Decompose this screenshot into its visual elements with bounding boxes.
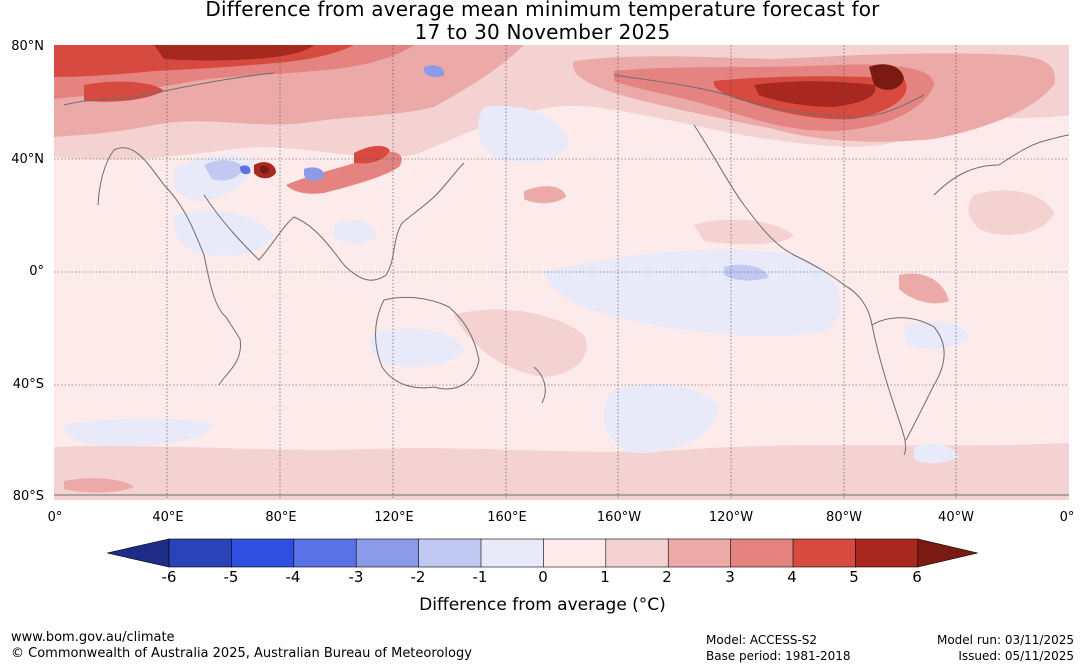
colorbar-label: Difference from average (°C) — [419, 595, 666, 615]
tibet-cool — [304, 167, 325, 181]
siberia-5to6 — [154, 45, 314, 61]
new-zealand-coast — [533, 366, 546, 404]
tibet-6plus — [260, 165, 270, 174]
colorbar-tick-4: 4 — [787, 568, 797, 586]
india-cool — [172, 210, 274, 256]
kamchatka-cool — [424, 65, 445, 78]
colorbar-swatch — [543, 538, 607, 568]
lon-label-80w: 80°W — [826, 510, 862, 525]
lon-label-0-east: 0° — [1059, 510, 1075, 525]
chart-title-line1: Difference from average mean minimum tem… — [205, 0, 880, 21]
australia-coast — [375, 296, 480, 390]
website-link[interactable]: www.bom.gov.au/climate — [11, 630, 175, 645]
north-pacific-warm — [524, 186, 566, 204]
colorbar-tick-neg5: -5 — [223, 568, 239, 586]
colorbar-extend-high — [917, 538, 978, 568]
lon-label-160e: 160°E — [487, 510, 527, 525]
colorbar-tick-6: 6 — [912, 568, 922, 586]
lat-label-0: 0° — [29, 264, 44, 279]
asia-coast — [203, 162, 465, 281]
southern-ocean-band — [54, 443, 1069, 500]
copyright-text: © Commonwealth of Australia 2025, Austra… — [11, 646, 472, 661]
colorbar-swatch — [605, 538, 669, 568]
north-atlantic-coast — [933, 134, 1069, 196]
colorbar-swatch — [667, 538, 732, 568]
lon-label-0-west: 0° — [47, 510, 63, 525]
base-period: Base period: 1981-2018 — [706, 649, 851, 663]
lon-label-160w: 160°W — [596, 510, 642, 525]
colorbar-tick-neg2: -2 — [410, 568, 426, 586]
colorbar-tick-2: 2 — [662, 568, 672, 586]
south-atlantic-cool — [904, 321, 969, 350]
central-asia-cool-2 — [204, 160, 244, 181]
americas-coast — [693, 124, 945, 456]
north-pacific-cool — [478, 105, 569, 163]
colorbar-swatch — [231, 538, 295, 568]
north-atlantic-warm — [968, 190, 1054, 236]
anomaly-fields — [54, 45, 1069, 500]
coastlines — [54, 72, 1069, 496]
colorbar-swatch — [855, 538, 919, 568]
tasman-warm — [454, 309, 587, 377]
colorbar-swatch — [480, 538, 545, 568]
antarctic-patch-2 — [509, 481, 704, 494]
colorbar-tick-0: 0 — [538, 568, 548, 586]
antarctic-warm-patch — [64, 478, 134, 493]
china-3to4 — [286, 151, 402, 194]
colorbar-tick-neg1: -1 — [472, 568, 488, 586]
footer-dates: Model run: 03/11/2025 Issued: 05/11/2025 — [937, 632, 1074, 664]
scandinavia-4to5 — [84, 81, 164, 102]
equatorial-pacific-cool-2 — [724, 264, 769, 281]
lon-label-40w: 40°W — [938, 510, 974, 525]
chart-title-line2: 17 to 30 November 2025 — [414, 20, 671, 44]
colorbar-tick-neg3: -3 — [348, 568, 364, 586]
colorbar-swatch — [168, 538, 233, 568]
colorbar-swatch — [293, 538, 357, 568]
lon-label-120w: 120°W — [708, 510, 754, 525]
north-eurasia-coast — [63, 72, 275, 106]
australia-cool — [370, 328, 464, 367]
colorbar-tick-5: 5 — [849, 568, 859, 586]
lat-label-80s: 80°S — [12, 489, 44, 504]
temperature-anomaly-map — [54, 45, 1069, 500]
lon-label-120e: 120°E — [374, 510, 414, 525]
colorbar-tick-1: 1 — [600, 568, 610, 586]
colorbar-tick-3: 3 — [725, 568, 735, 586]
footer-left: www.bom.gov.au/climate © Commonwealth of… — [11, 630, 472, 662]
se-asia-cool — [334, 220, 376, 244]
lat-label-40n: 40°N — [11, 152, 44, 167]
canada-5to6 — [754, 81, 876, 107]
colorbar — [107, 538, 978, 568]
south-america-warm — [899, 273, 949, 304]
east-pacific-warm — [694, 219, 794, 245]
colorbar-tick-neg4: -4 — [285, 568, 301, 586]
central-asia-cool-3 — [240, 165, 251, 175]
lon-label-80e: 80°E — [265, 510, 297, 525]
colorbar-swatch — [355, 538, 420, 568]
graticule — [54, 45, 1069, 500]
footer-model-info: Model: ACCESS-S2 Base period: 1981-2018 — [706, 632, 851, 664]
north-america-arctic-coast — [613, 74, 925, 118]
south-atlantic-cool-2 — [914, 444, 959, 464]
colorbar-tick-neg6: -6 — [161, 568, 177, 586]
model-name: Model: ACCESS-S2 — [706, 633, 818, 647]
lat-label-40s: 40°S — [12, 377, 44, 392]
lat-label-80n: 80°N — [11, 39, 44, 54]
colorbar-extend-low — [107, 538, 170, 568]
lon-label-40e: 40°E — [152, 510, 184, 525]
southern-indian-cool — [64, 418, 214, 447]
hudson-6plus — [869, 64, 904, 90]
colorbar-swatch — [792, 538, 857, 568]
colorbar-swatch — [730, 538, 794, 568]
colorbar-swatch — [418, 538, 482, 568]
africa-coast — [97, 147, 241, 386]
south-pacific-cool — [603, 384, 719, 454]
issued-date: Issued: 05/11/2025 — [958, 649, 1074, 663]
model-run-date: Model run: 03/11/2025 — [936, 633, 1074, 647]
